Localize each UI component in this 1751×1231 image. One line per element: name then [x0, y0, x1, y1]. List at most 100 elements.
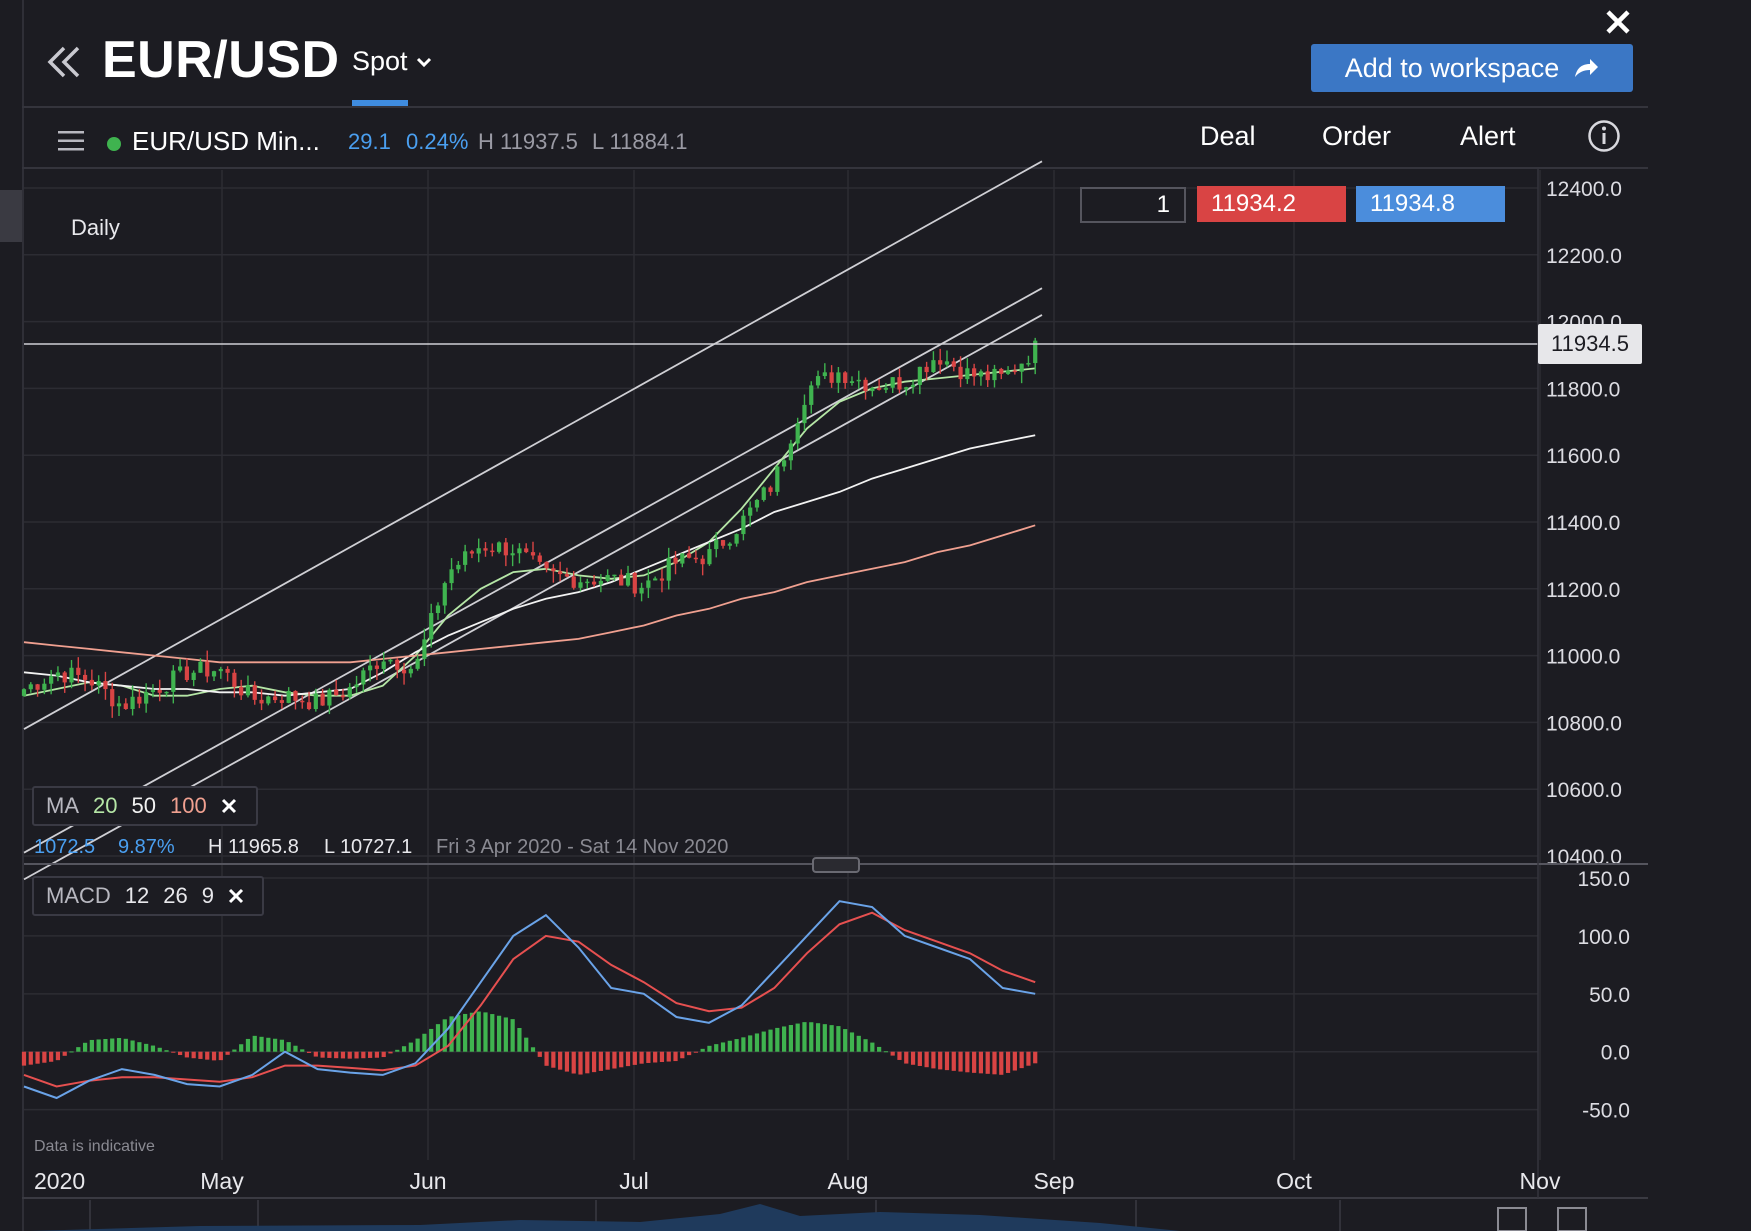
double-chevron-left-icon[interactable]	[44, 42, 84, 82]
macd-hist-bar	[198, 1051, 203, 1059]
candle-body	[354, 684, 359, 688]
candle-body	[537, 555, 542, 562]
navigator-left-handle	[1497, 1207, 1527, 1231]
macd-hist-bar	[537, 1051, 542, 1057]
side-panel-handle[interactable]	[0, 190, 22, 242]
candle-body	[836, 372, 841, 383]
candle-body	[503, 542, 508, 556]
quantity-input[interactable]: 1	[1080, 187, 1186, 223]
macd-hist-bar	[239, 1044, 244, 1052]
candle-body	[686, 553, 692, 558]
add-to-workspace-button[interactable]: Add to workspace	[1311, 44, 1633, 92]
candle-body	[422, 639, 427, 659]
candle-body	[435, 605, 441, 614]
macd-hist-bar	[483, 1012, 488, 1052]
candle-body	[177, 666, 183, 671]
candle-body	[992, 368, 997, 381]
price-tick-4: 11600.0	[1546, 445, 1620, 468]
candle-body	[720, 540, 726, 546]
candle-body	[1026, 363, 1031, 365]
interval-label[interactable]: Daily	[71, 215, 120, 240]
page-title: EUR/USD	[102, 31, 340, 89]
deal-button[interactable]: Deal	[1200, 121, 1256, 151]
macd-fast-period: 12	[124, 883, 150, 908]
candle-body	[931, 360, 936, 373]
macd-hist-bar	[368, 1051, 373, 1058]
candle-body	[924, 366, 929, 373]
macd-hist-bar	[62, 1051, 67, 1056]
macd-hist-bar	[388, 1051, 393, 1054]
order-button[interactable]: Order	[1322, 121, 1392, 151]
hamburger-menu-icon[interactable]	[58, 130, 84, 152]
macd-hist-bar	[123, 1038, 128, 1052]
macd-hist-bar	[788, 1025, 793, 1052]
price-change: 29.1	[348, 129, 391, 154]
candle-body	[218, 668, 223, 672]
macd-hist-bar	[931, 1051, 936, 1069]
candle-body	[632, 573, 637, 594]
candle-body	[381, 661, 386, 669]
macd-hist-bar	[524, 1037, 529, 1052]
candle-body	[116, 703, 122, 707]
price-tick-9: 10600.0	[1546, 779, 1622, 802]
candle-body	[62, 672, 67, 683]
macd-hist-bar	[327, 1051, 332, 1058]
macd-tick-2: 50.0	[1589, 984, 1630, 1007]
remove-macd-icon[interactable]	[228, 888, 244, 904]
candle-body	[917, 366, 922, 385]
candle-body	[517, 548, 522, 554]
candle-body	[401, 669, 407, 674]
candle-body	[625, 573, 631, 586]
price-tick-1: 12200.0	[1546, 245, 1622, 268]
macd-hist-bar	[49, 1051, 54, 1062]
candle-body	[775, 466, 780, 492]
price-tick-10: 10400.0	[1546, 846, 1622, 869]
ma-legend[interactable]: MA 20 50 100	[32, 786, 258, 826]
candle-body	[951, 361, 956, 367]
instrument-name[interactable]: EUR/USD Min...	[132, 126, 320, 156]
candle-body	[748, 507, 753, 516]
sell-price-button[interactable]: 11934.2	[1197, 186, 1346, 222]
alert-button[interactable]: Alert	[1460, 121, 1516, 151]
macd-hist-bar	[313, 1051, 318, 1057]
macd-hist-bar	[856, 1035, 861, 1052]
range-dates: Fri 3 Apr 2020 - Sat 14 Nov 2020	[436, 836, 729, 858]
tab-spot[interactable]: Spot	[352, 46, 432, 77]
candle-body	[388, 659, 393, 662]
candle-body	[598, 580, 603, 585]
time-tick-7: Nov	[1520, 1168, 1561, 1194]
macd-hist-bar	[978, 1051, 984, 1074]
candle-body	[21, 689, 27, 696]
macd-hist-bar	[904, 1051, 909, 1064]
macd-hist-bar	[775, 1027, 780, 1052]
price-tick-6: 11200.0	[1546, 579, 1620, 602]
close-icon[interactable]	[1602, 6, 1634, 38]
ma-legend-name: MA	[46, 793, 79, 818]
candle-body	[35, 684, 40, 690]
macd-hist-bar	[564, 1051, 570, 1072]
candle-body	[591, 581, 597, 585]
candle-body	[1019, 363, 1024, 372]
remove-ma-icon[interactable]	[221, 798, 237, 814]
chart-axes: 12400.012200.012000.011800.011600.011400…	[22, 167, 1648, 1231]
macd-hist-bar	[184, 1051, 189, 1058]
buy-price-button[interactable]: 11934.8	[1356, 186, 1505, 222]
candle-body	[252, 685, 257, 700]
panel-resize-handle[interactable]	[812, 857, 860, 873]
macd-hist-bar	[334, 1051, 339, 1059]
macd-hist-bar	[734, 1039, 739, 1052]
macd-hist-bar	[496, 1015, 502, 1052]
macd-hist-bar	[266, 1037, 271, 1052]
candle-body	[849, 381, 855, 384]
candle-body	[863, 379, 868, 392]
macd-tick-3: 0.0	[1601, 1042, 1630, 1065]
macd-hist-bar	[544, 1051, 549, 1066]
disclaimer: Data is indicative	[34, 1138, 155, 1155]
macd-hist-bar	[849, 1032, 855, 1052]
macd-hist-bar	[150, 1045, 156, 1052]
candle-body	[205, 661, 210, 677]
info-icon[interactable]	[1587, 119, 1621, 153]
macd-hist-bar	[795, 1023, 800, 1052]
macd-legend[interactable]: MACD 12 26 9	[32, 876, 264, 916]
